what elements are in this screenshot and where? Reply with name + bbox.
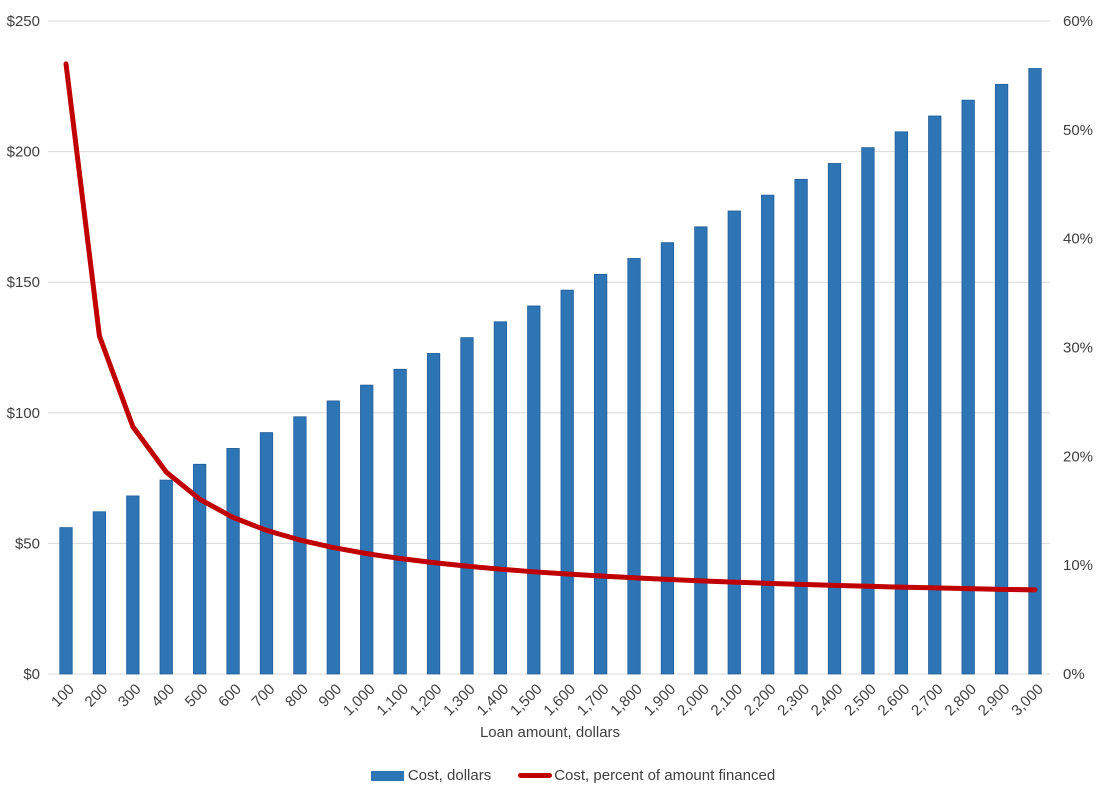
legend-item-cost-percent: Cost, percent of amount financed bbox=[518, 767, 775, 784]
x-tick-label: 600 bbox=[215, 681, 245, 711]
y-left-tick-label: $150 bbox=[7, 274, 40, 291]
x-tick-label: 800 bbox=[282, 681, 312, 711]
x-tick-label: 3,000 bbox=[1008, 681, 1047, 720]
y-left-tick-label: $200 bbox=[7, 144, 40, 161]
x-tick-label: 1,200 bbox=[407, 681, 446, 720]
cost-bar bbox=[761, 194, 775, 675]
cost-bar bbox=[961, 99, 975, 675]
y-left-tick-label: $50 bbox=[15, 535, 40, 552]
x-tick-label: 2,200 bbox=[741, 681, 780, 720]
x-tick-label: 2,100 bbox=[708, 681, 747, 720]
cost-bar bbox=[1028, 68, 1042, 675]
x-axis-title: Loan amount, dollars bbox=[479, 724, 621, 741]
bar-series-swatch-icon bbox=[370, 770, 404, 781]
y-left-tick-label: $0 bbox=[23, 666, 40, 683]
x-tick-label: 2,000 bbox=[674, 681, 713, 720]
cost-bar bbox=[393, 368, 407, 675]
cost-bar bbox=[861, 147, 875, 675]
cost-bar bbox=[794, 178, 808, 675]
legend-label-cost-percent: Cost, percent of amount financed bbox=[554, 767, 776, 784]
y-left-tick-label: $100 bbox=[7, 405, 40, 422]
y-right-tick-label: 30% bbox=[1063, 340, 1093, 357]
cost-bar bbox=[727, 210, 741, 675]
x-tick-label: 300 bbox=[115, 681, 145, 711]
x-tick-label: 1,300 bbox=[440, 681, 479, 720]
x-tick-label: 500 bbox=[182, 681, 212, 711]
cost-bar bbox=[259, 432, 274, 675]
x-tick-label: 400 bbox=[148, 681, 178, 711]
legend: Cost, dollars Cost, percent of amount fi… bbox=[23, 767, 1100, 784]
y-right-tick-label: 50% bbox=[1063, 122, 1093, 139]
x-tick-label: 2,700 bbox=[908, 681, 947, 720]
cost-bar bbox=[593, 273, 608, 675]
x-tick-label: 1,400 bbox=[474, 681, 513, 720]
legend-item-cost-dollars: Cost, dollars bbox=[370, 767, 492, 784]
cost-bar bbox=[994, 83, 1009, 675]
y-right-tick-label: 20% bbox=[1063, 448, 1093, 465]
cost-bar bbox=[493, 321, 508, 675]
cost-bar bbox=[193, 463, 207, 675]
percent-line bbox=[63, 61, 1038, 593]
x-tick-label: 1,900 bbox=[641, 681, 680, 720]
x-tick-label: 2,500 bbox=[841, 681, 880, 720]
x-tick-label: 1,700 bbox=[574, 681, 613, 720]
x-tick-label: 1,500 bbox=[507, 681, 546, 720]
cost-bar bbox=[92, 511, 107, 675]
x-tick-label: 200 bbox=[82, 681, 112, 711]
cost-bar bbox=[894, 131, 908, 675]
cost-bar bbox=[293, 416, 307, 675]
x-tick-label: 2,300 bbox=[774, 681, 813, 720]
x-tick-label: 1,600 bbox=[540, 681, 579, 720]
cost-bar bbox=[460, 337, 474, 675]
cost-bar bbox=[527, 305, 541, 675]
cost-bar bbox=[627, 258, 641, 675]
cost-bar bbox=[126, 495, 140, 675]
legend-label-cost-dollars: Cost, dollars bbox=[407, 767, 492, 784]
x-tick-label: 1,000 bbox=[340, 681, 379, 720]
y-right-tick-label: 10% bbox=[1063, 557, 1093, 574]
cost-bar bbox=[694, 226, 708, 675]
cost-bar bbox=[827, 163, 842, 675]
x-tick-label: 2,800 bbox=[941, 681, 980, 720]
x-tick-label: 1,800 bbox=[607, 681, 646, 720]
y-right-tick-label: 40% bbox=[1063, 231, 1093, 248]
x-tick-label: 700 bbox=[249, 681, 279, 711]
cost-bar bbox=[560, 289, 574, 675]
x-tick-label: 2,400 bbox=[808, 681, 847, 720]
x-tick-label: 2,900 bbox=[975, 681, 1014, 720]
cost-bar bbox=[326, 400, 340, 675]
x-tick-label: 2,600 bbox=[875, 681, 914, 720]
cost-bar bbox=[360, 384, 374, 675]
line-series-swatch-icon bbox=[518, 773, 553, 778]
cost-bar bbox=[226, 448, 240, 675]
y-right-tick-label: 60% bbox=[1063, 13, 1093, 30]
x-tick-label: 100 bbox=[48, 681, 78, 711]
x-tick-label: 1,100 bbox=[373, 681, 412, 720]
y-right-tick-label: 0% bbox=[1063, 666, 1085, 683]
cost-bar bbox=[159, 479, 173, 675]
y-left-tick-label: $250 bbox=[7, 13, 40, 30]
cost-bar bbox=[660, 242, 675, 675]
cost-bar bbox=[59, 527, 73, 675]
cost-bar bbox=[928, 115, 942, 675]
cost-bar bbox=[426, 353, 441, 675]
